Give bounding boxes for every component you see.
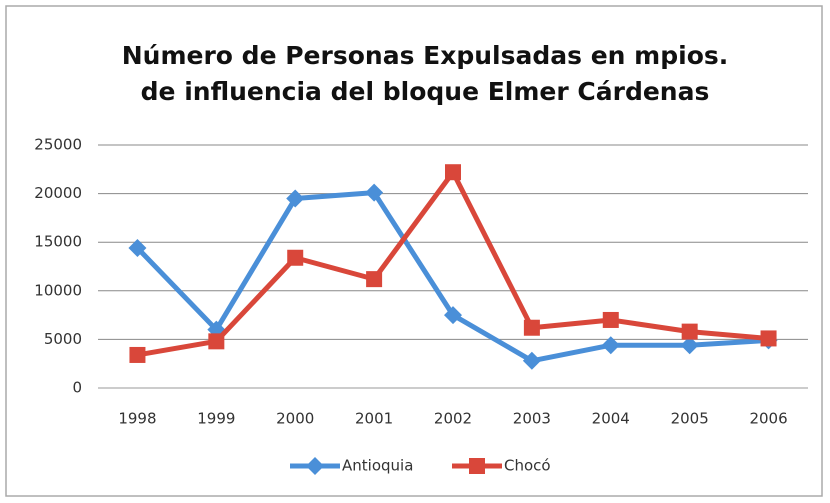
point: [760, 330, 777, 347]
legend-label: Antioquia: [342, 457, 413, 475]
x-tick-label: 2003: [513, 410, 551, 428]
point: [601, 336, 620, 355]
point: [365, 183, 384, 202]
y-tick-label: 10000: [34, 281, 82, 299]
x-tick-label: 2004: [592, 410, 630, 428]
point: [286, 189, 305, 208]
series-line: [137, 169, 769, 358]
x-tick-label: 1998: [118, 410, 156, 428]
series-line: [135, 190, 769, 364]
x-tick-label: 2000: [276, 410, 314, 428]
point: [287, 249, 304, 266]
point: [129, 346, 146, 363]
point: [445, 164, 461, 181]
y-tick-label: 25000: [34, 136, 82, 154]
point: [306, 457, 324, 475]
x-tick-label: 2006: [749, 410, 787, 428]
x-tick-label: 2001: [355, 410, 393, 428]
y-tick-label: 20000: [34, 184, 82, 202]
x-tick-label: 2005: [671, 410, 709, 428]
y-tick-label: 5000: [44, 330, 82, 348]
point: [366, 271, 383, 288]
y-tick-label: 0: [72, 379, 82, 397]
x-tick-label: 2002: [434, 410, 472, 428]
point: [444, 306, 462, 325]
point: [680, 336, 699, 355]
point: [128, 239, 147, 258]
chart-border: [5, 5, 823, 497]
legend-label: Chocó: [504, 457, 551, 475]
x-tick-label: 1999: [197, 410, 235, 428]
point: [681, 323, 698, 340]
chart-title: Número de Personas Expulsadas en mpios. …: [121, 41, 729, 106]
y-tick-label: 15000: [34, 233, 82, 251]
point: [523, 319, 540, 336]
point: [522, 351, 541, 370]
point: [602, 311, 619, 328]
point: [208, 333, 225, 350]
point: [469, 458, 485, 474]
